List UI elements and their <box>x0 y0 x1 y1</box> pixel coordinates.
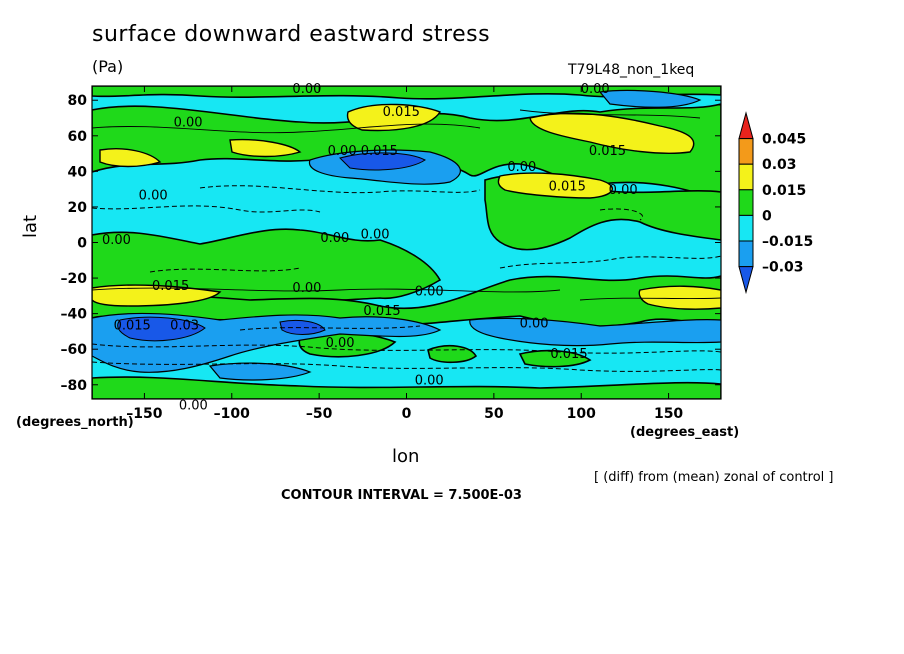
contour-label: 0.00 <box>139 188 168 203</box>
contour-label: 0.015 <box>383 105 420 120</box>
contour-label: 0.015 <box>363 304 400 319</box>
units-label: (Pa) <box>92 57 124 76</box>
colorbar-segment <box>738 163 754 191</box>
contour-interval: CONTOUR INTERVAL = 7.500E-03 <box>281 488 522 503</box>
run-label: T79L48_non_1keq <box>568 62 695 78</box>
x-tick-label: –50 <box>306 406 333 422</box>
contour-label: 0.015 <box>114 318 151 333</box>
darkblue-regions <box>117 152 426 342</box>
contour-label: 0.00 <box>320 231 349 246</box>
contour-label: 0.00 <box>174 116 203 131</box>
colorbar-label: 0.045 <box>762 132 806 148</box>
contour-label: 0.00 <box>520 317 549 332</box>
y-ticks: 80 60 40 20 0 –20 –40 –60 –80 <box>61 93 721 394</box>
contour-label: 0.00 <box>415 373 444 388</box>
contour-label: 0.00 <box>507 160 536 175</box>
contour-label: 0.015 <box>550 347 587 362</box>
colorbar-segment <box>738 138 754 165</box>
y-tick-label: –40 <box>61 307 88 323</box>
field-layers <box>92 86 721 399</box>
contour-label: 0.00 <box>609 183 638 198</box>
colorbar-cap-top <box>738 111 754 140</box>
colorbar-segment <box>738 189 754 216</box>
colorbar-segment <box>738 240 754 268</box>
y-tick-label: –20 <box>61 271 88 287</box>
contour-label: 0.00 <box>415 285 444 300</box>
colorbar-label: –0.03 <box>762 260 804 276</box>
y-tick-label: 60 <box>68 129 88 145</box>
y-tick-label: 0 <box>77 236 87 252</box>
x-ticks: –150 –100 –50 0 50 100 150 <box>126 86 683 422</box>
colorbar: 0.045 0.03 0.015 0 –0.015 –0.03 <box>738 111 813 295</box>
contour-label: 0.00 <box>581 82 610 97</box>
contour-label: 0.00 <box>102 233 131 248</box>
colorbar-label: 0.015 <box>762 183 806 199</box>
y-tick-label: 80 <box>68 93 88 109</box>
colorbar-label: 0 <box>762 208 772 224</box>
x-tick-label: 50 <box>484 406 504 422</box>
contour-label: 0.00 <box>179 398 208 413</box>
chart-title: surface downward eastward stress <box>92 22 491 47</box>
colorbar-label: 0.03 <box>762 157 797 173</box>
contour-label: 0.015 <box>589 144 626 159</box>
y-tick-label: –60 <box>61 342 88 358</box>
colorbar-label: –0.015 <box>762 234 813 250</box>
y-axis-label: lat <box>20 214 41 238</box>
y-tick-label: –80 <box>61 378 88 394</box>
colorbar-segment <box>738 214 754 242</box>
x-tick-label: 100 <box>567 406 596 422</box>
colorbar-cap-bottom <box>738 266 754 295</box>
x-tick-label: –100 <box>214 406 250 422</box>
x-axis-label: lon <box>392 446 420 467</box>
x-tick-label: 150 <box>654 406 683 422</box>
x-tick-label: 0 <box>402 406 412 422</box>
diff-note: [ (diff) from (mean) zonal of control ] <box>594 470 834 485</box>
y-tick-label: 40 <box>68 164 88 180</box>
y-axis-units: (degrees_north) <box>16 415 134 430</box>
negative-contours <box>92 185 721 372</box>
positive-contours <box>92 109 721 301</box>
contour-label: 0.00 0.015 <box>328 144 398 159</box>
contour-label: 0.00 <box>292 281 321 296</box>
contour-label: 0.015 <box>152 279 189 294</box>
contour-label: 0.03 <box>170 318 199 333</box>
y-tick-label: 20 <box>68 200 88 216</box>
x-tick-label: –150 <box>126 406 162 422</box>
contour-label: 0.00 <box>361 228 390 243</box>
contour-label: 0.015 <box>549 180 586 195</box>
x-axis-units: (degrees_east) <box>630 425 740 440</box>
contour-label: 0.00 <box>326 336 355 351</box>
contour-label: 0.00 <box>292 82 321 97</box>
